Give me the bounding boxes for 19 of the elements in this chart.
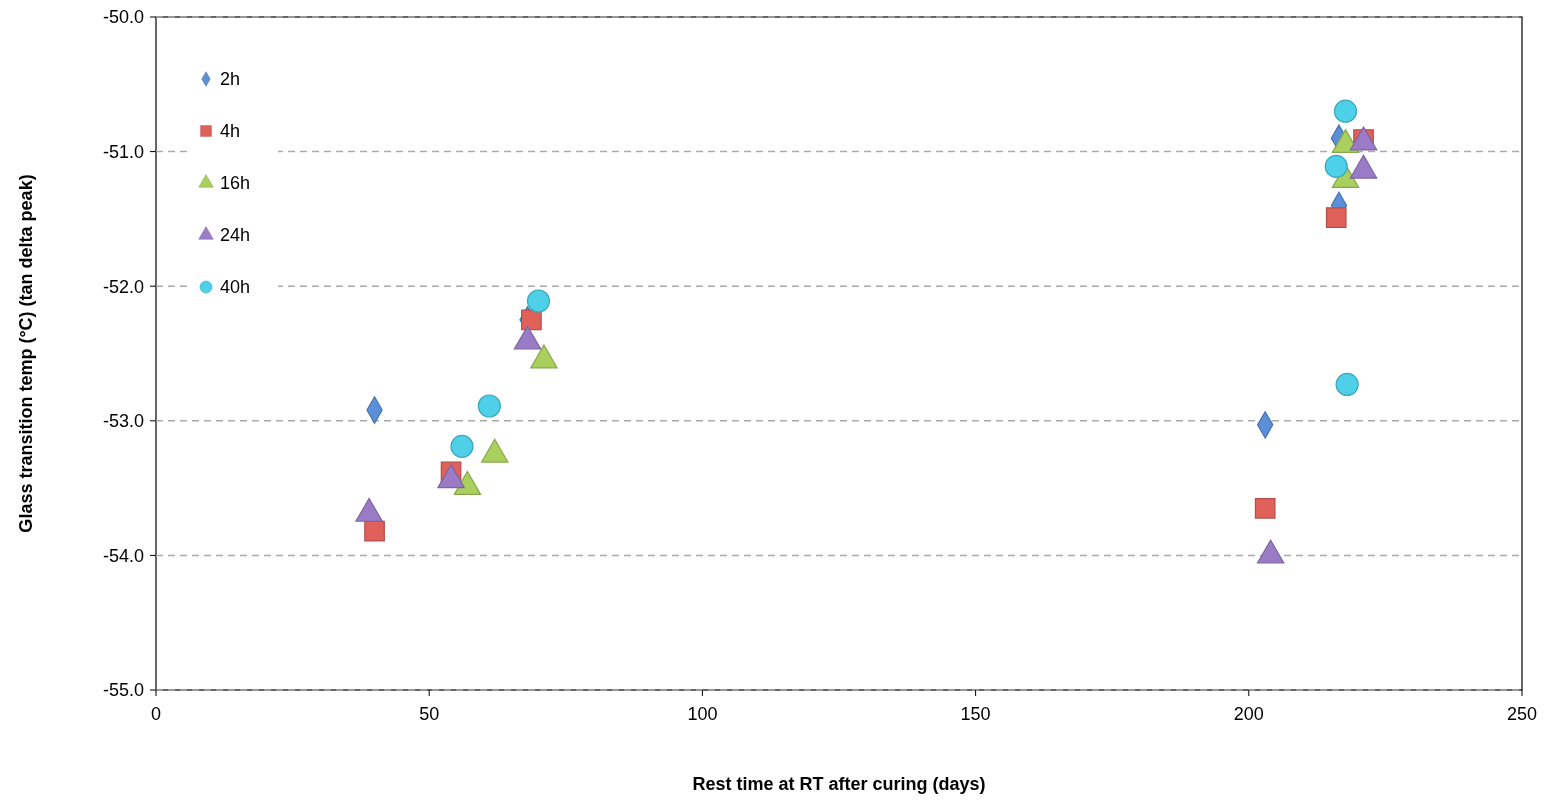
legend-label: 24h bbox=[220, 225, 251, 246]
legend-label: 2h bbox=[220, 69, 241, 90]
legend-label: 4h bbox=[220, 121, 241, 142]
x-tick-label: 150 bbox=[960, 704, 991, 724]
x-tick-label: 250 bbox=[1506, 704, 1538, 724]
y-tick-label: -54.0 bbox=[102, 545, 144, 566]
legend-label: 16h bbox=[220, 173, 251, 194]
y-tick-label: -53.0 bbox=[102, 411, 144, 432]
y-axis-title: Glass transition temp (°C) (tan delta peak) bbox=[16, 174, 36, 533]
x-tick-label: 200 bbox=[1233, 704, 1264, 724]
y-tick-label: -52.0 bbox=[102, 276, 144, 297]
y-tick-label: -51.0 bbox=[102, 141, 144, 162]
x-axis-title: Rest time at RT after curing (days) bbox=[692, 774, 986, 794]
x-tick-label: 0 bbox=[150, 704, 162, 724]
x-tick-label: 50 bbox=[419, 704, 440, 724]
legend-label: 40h bbox=[220, 277, 251, 298]
y-tick-label: -55.0 bbox=[102, 680, 144, 701]
x-tick-label: 100 bbox=[687, 704, 718, 724]
y-tick-label: -50.0 bbox=[102, 7, 144, 28]
